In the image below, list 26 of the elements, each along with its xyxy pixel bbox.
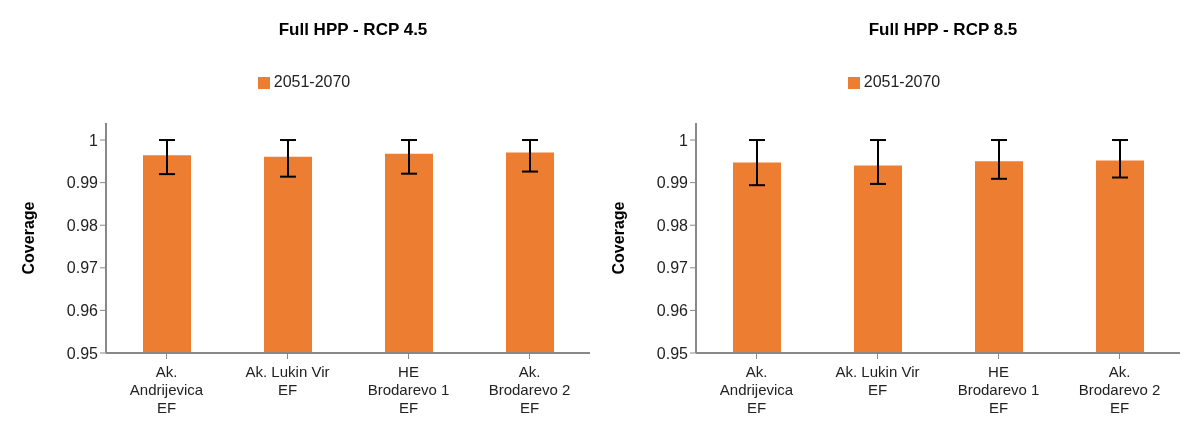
y-tick-label: 0.96 <box>656 302 689 320</box>
y-tick-label: 0.97 <box>656 259 689 277</box>
y-axis-title: Coverage <box>609 201 627 275</box>
y-tick-label: 0.96 <box>66 302 99 320</box>
chart-title: Full HPP - RCP 8.5 <box>867 20 1019 40</box>
x-tick-label: Ak. Brodarevo 2 EF <box>488 363 571 416</box>
x-tick-label: HE Brodarevo 1 EF <box>367 363 450 416</box>
x-tick-label: Ak. Lukin Vir EF <box>245 363 330 398</box>
y-tick-label: 1 <box>679 131 689 149</box>
y-tick-label: 0.97 <box>66 259 99 277</box>
x-tick-label: Ak. Lukin Vir EF <box>835 363 920 398</box>
legend-label: 2051-2070 <box>863 73 941 90</box>
y-axis-title: Coverage <box>19 201 37 275</box>
chart-title: Full HPP - RCP 4.5 <box>277 20 429 40</box>
y-tick-label: 0.99 <box>66 174 99 192</box>
x-tick-label: Ak. Andrijevica EF <box>719 363 794 416</box>
x-tick-label: HE Brodarevo 1 EF <box>957 363 1040 416</box>
y-tick-label: 0.99 <box>656 174 689 192</box>
y-tick-label: 0.95 <box>66 344 99 362</box>
legend-label: 2051-2070 <box>273 73 351 90</box>
y-tick-label: 0.98 <box>66 216 99 234</box>
x-tick-label: Ak. Brodarevo 2 EF <box>1078 363 1161 416</box>
y-tick-label: 0.95 <box>656 344 689 362</box>
x-tick-label: Ak. Andrijevica EF <box>129 363 204 416</box>
y-tick-label: 0.98 <box>656 216 689 234</box>
y-tick-label: 1 <box>89 131 99 149</box>
